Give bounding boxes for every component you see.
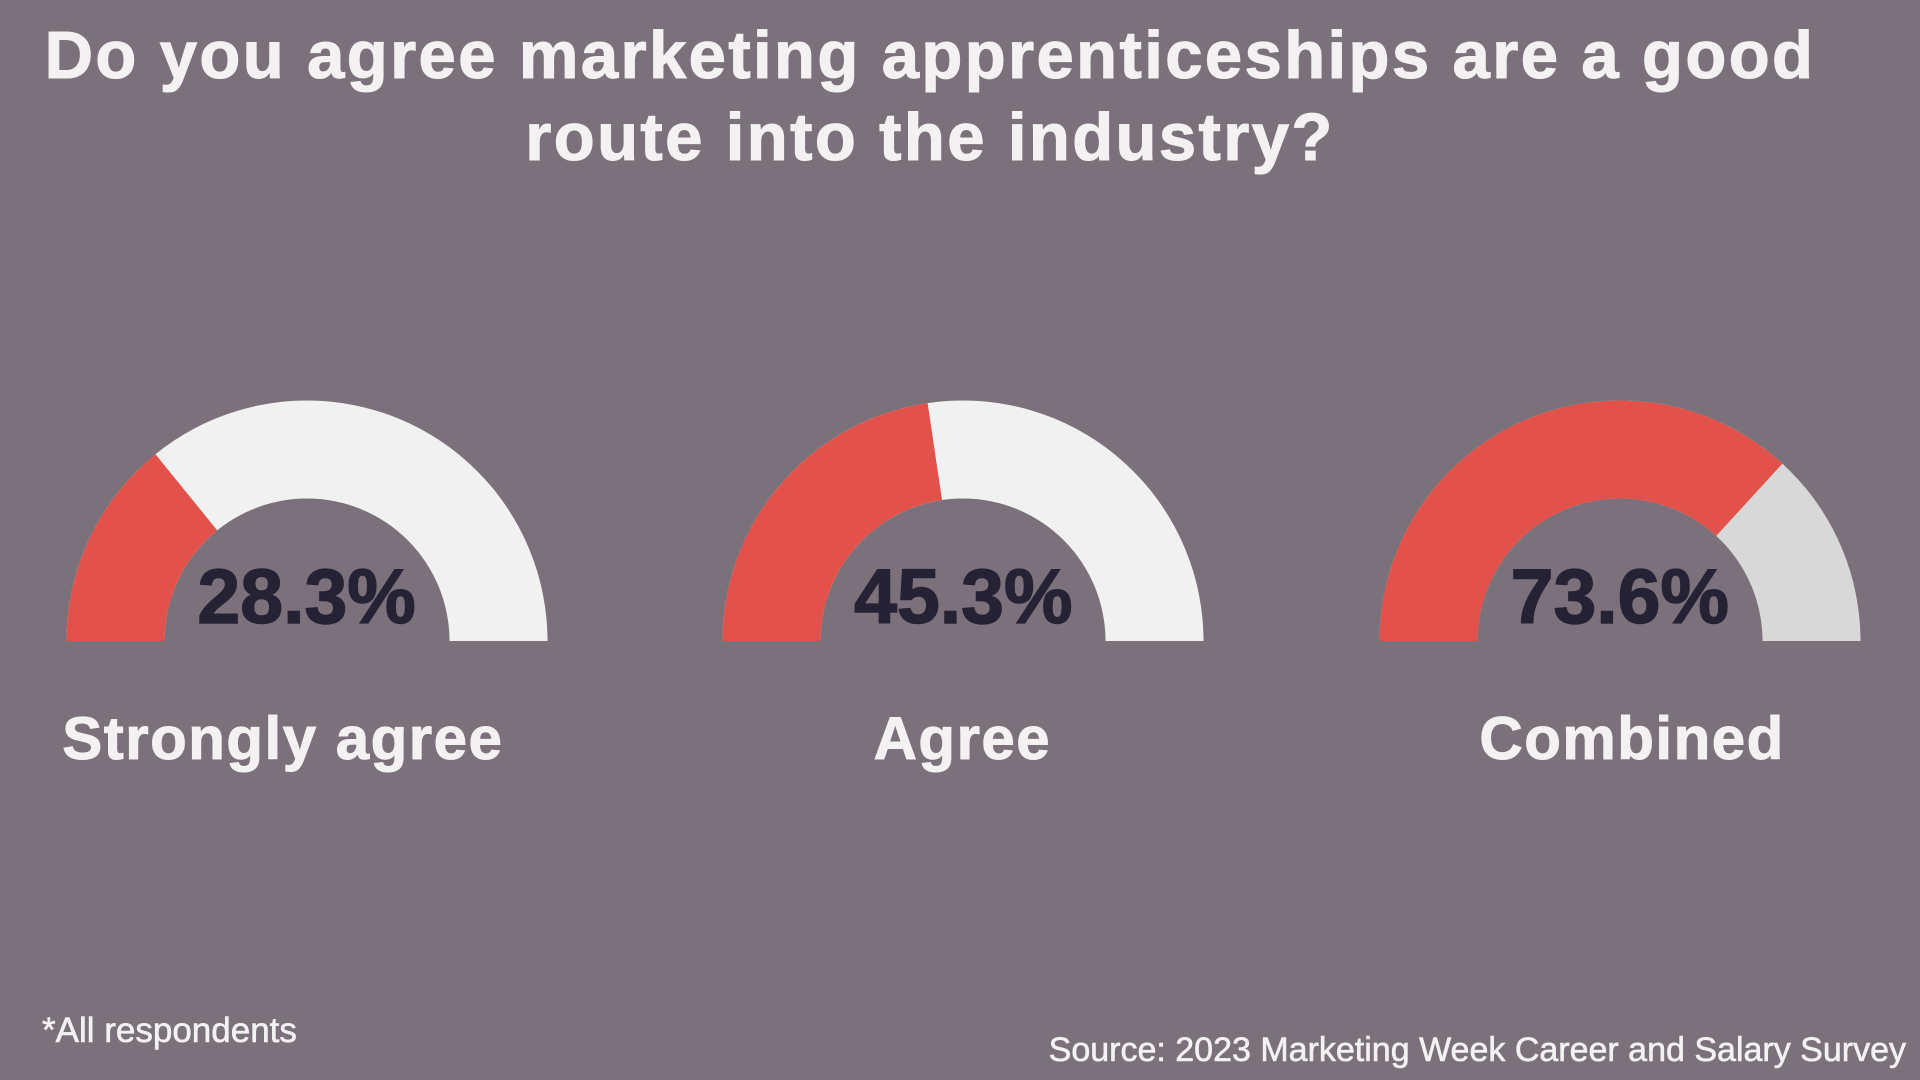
source-note: Source: 2023 Marketing Week Career and S… [1048,1031,1906,1069]
gauge-strongly-agree [66,400,548,641]
footnote: *All respondents [42,1011,297,1050]
chart-title-line1: Do you agree marketing apprenticeships a… [44,17,1816,93]
gauge-fill [1379,399,1783,641]
gauge-value-combined: 73.6% [1510,554,1730,640]
gauge-track [66,400,548,641]
gauge-combined [1379,399,1861,641]
gauge-value-strongly-agree: 28.3% [197,554,417,640]
chart-title: Do you agree marketing apprenticeships a… [0,15,1860,179]
chart-title-line2: route into the industry? [525,99,1335,175]
gauge-fill [66,453,217,641]
gauge-fill [722,402,943,641]
gauge-label-combined: Combined [1479,705,1785,772]
gauge-label-strongly-agree: Strongly agree [62,705,504,772]
gauge-label-agree: Agree [873,705,1052,772]
gauge-agree [722,400,1204,641]
gauge-value-agree: 45.3% [853,554,1073,640]
